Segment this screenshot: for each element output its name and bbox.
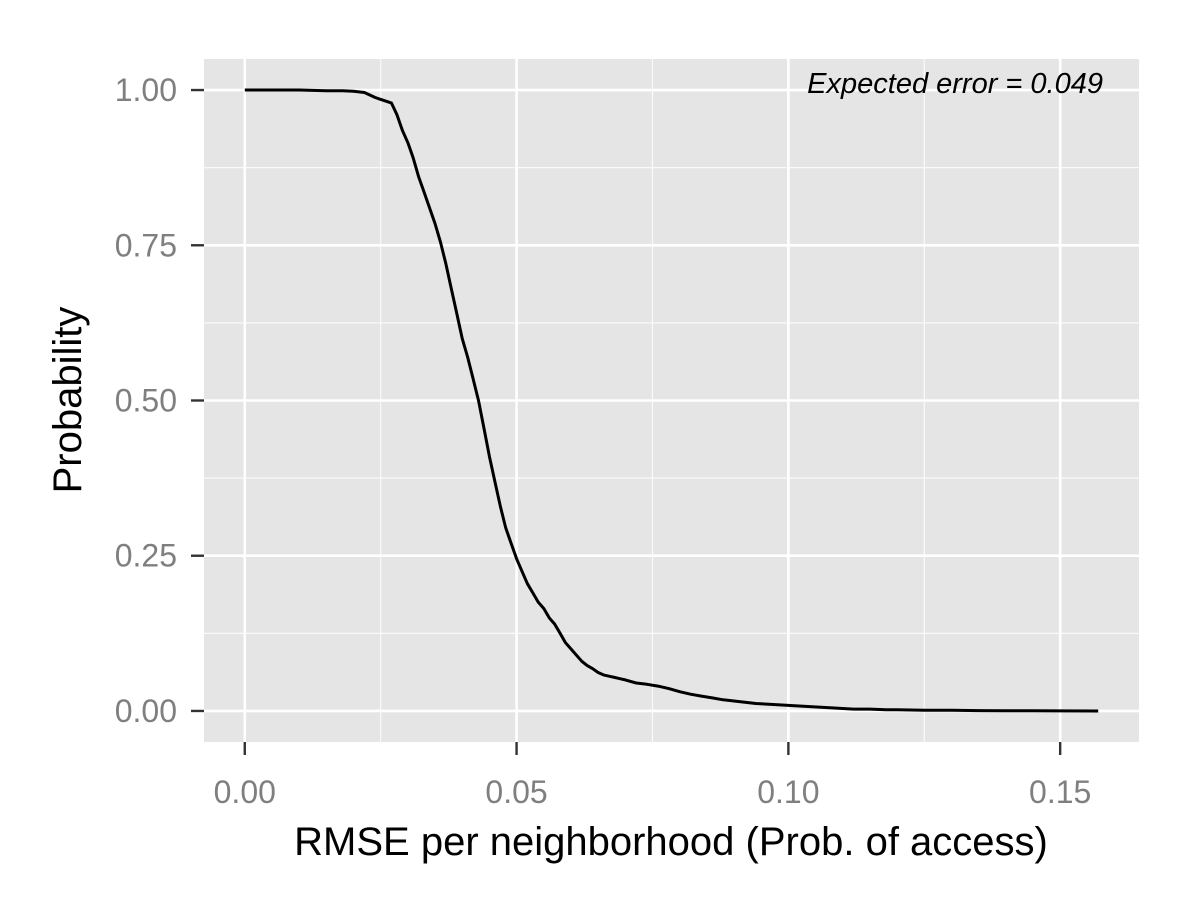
y-tick-label: 0.00 [115,693,177,729]
y-axis-title: Probability [46,307,90,494]
expected-error-annotation: Expected error = 0.049 [807,68,1103,100]
major-gridlines [204,59,1139,742]
y-tick-label: 0.50 [115,383,177,419]
probability-curve [244,88,1099,713]
x-tick-label: 0.05 [485,774,547,810]
x-tick-label: 0.00 [214,774,276,810]
y-tick-label: 0.25 [115,538,177,574]
x-tick-label: 0.15 [1029,774,1091,810]
x-axis: 0.00 0.05 0.10 0.15 [214,742,1091,810]
y-axis: 0.00 0.25 0.50 0.75 1.00 [115,72,204,729]
x-tick-label: 0.10 [757,774,819,810]
x-axis-title: RMSE per neighborhood (Prob. of access) [294,820,1048,864]
y-tick-label: 1.00 [115,72,177,108]
y-tick-label: 0.75 [115,227,177,263]
